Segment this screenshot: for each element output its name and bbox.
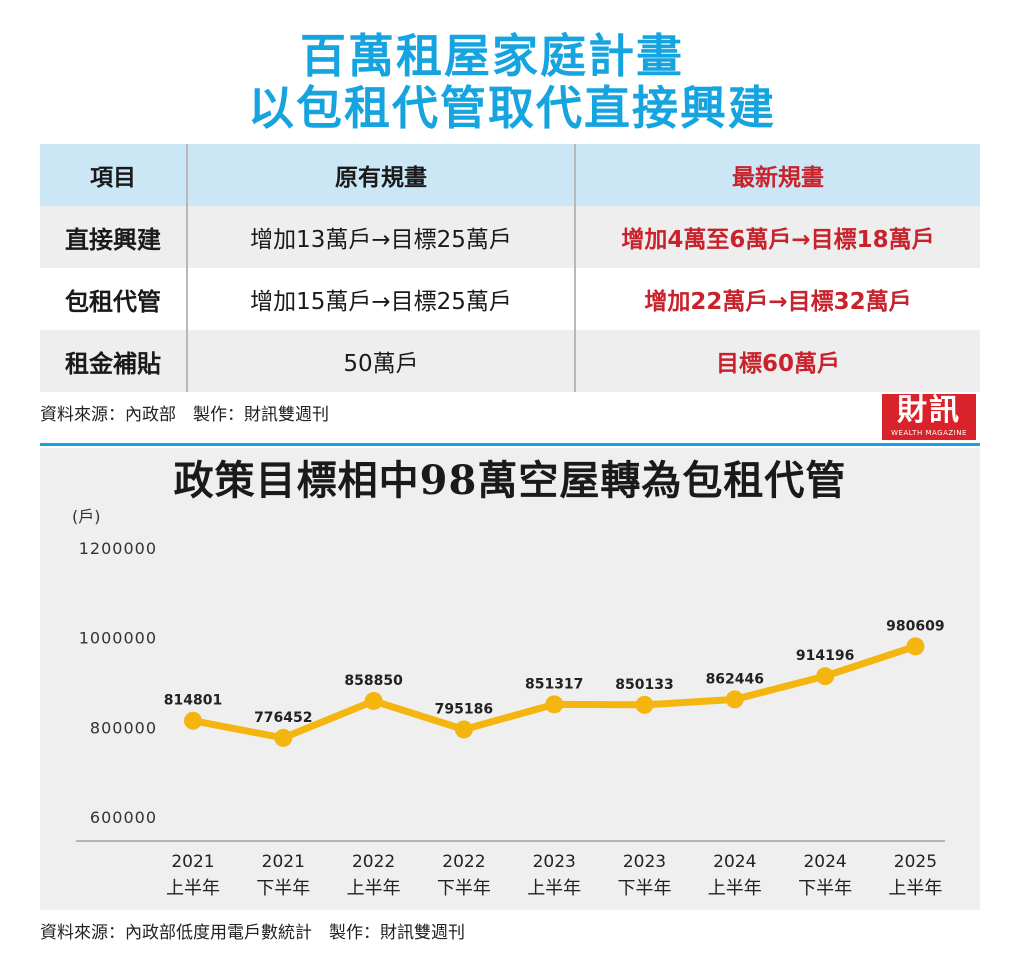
main-title-line-2: 以包租代管取代直接興建 xyxy=(248,81,776,135)
row-item: 包租代管 xyxy=(65,286,161,316)
data-point xyxy=(545,695,564,714)
y-tick-label: 800000 xyxy=(90,718,157,737)
header-item: 項目 xyxy=(90,164,136,191)
x-tick-label-year: 2021 xyxy=(171,852,214,872)
row-original: 增加13萬戶→目標25萬戶 xyxy=(186,206,574,268)
y-tick-label: 600000 xyxy=(90,808,157,827)
x-tick-label-year: 2024 xyxy=(713,852,756,872)
x-tick-label-half: 上半年 xyxy=(527,878,581,899)
x-tick-label-half: 上半年 xyxy=(347,878,401,899)
table-row: 包租代管 增加15萬戶→目標25萬戶 增加22萬戶→目標32萬戶 xyxy=(40,268,980,330)
data-point xyxy=(274,728,293,747)
data-point xyxy=(906,637,925,656)
x-tick-label-year: 2024 xyxy=(803,852,846,872)
data-point xyxy=(454,720,473,739)
x-tick-label-half: 上半年 xyxy=(708,878,762,899)
data-point xyxy=(725,690,744,709)
row-item: 租金補貼 xyxy=(65,348,161,378)
x-tick-label-half: 上半年 xyxy=(166,878,220,899)
logo-sub-text: WEALTH MAGAZINE xyxy=(891,429,967,437)
data-label: 914196 xyxy=(796,648,854,664)
data-label: 858850 xyxy=(344,673,403,689)
row-latest: 增加4萬至6萬戶→目標18萬戶 xyxy=(574,206,980,268)
x-tick-label-year: 2023 xyxy=(533,852,576,872)
row-latest: 目標60萬戶 xyxy=(574,330,980,392)
data-point xyxy=(816,667,835,686)
x-tick-label-half: 上半年 xyxy=(888,878,942,899)
data-label: 795186 xyxy=(435,701,493,717)
data-label: 862446 xyxy=(706,671,764,687)
row-original: 增加15萬戶→目標25萬戶 xyxy=(186,268,574,330)
line-chart: (戶) 600000 800000 1000000 1200000 2021 上半年 2021… xyxy=(72,507,945,899)
plan-comparison-table: 項目 原有規畫 最新規畫 直接興建 增加13萬戶→目標25萬戶 增加4萬至6萬戶… xyxy=(40,144,980,392)
row-item: 直接興建 xyxy=(65,224,161,254)
chart-title: 政策目標相中98萬空屋轉為包租代管 xyxy=(173,457,847,504)
data-label: 814801 xyxy=(164,693,222,709)
table-header-row: 項目 原有規畫 最新規畫 xyxy=(40,144,980,206)
header-original: 原有規畫 xyxy=(186,144,574,206)
table-row: 租金補貼 50萬戶 目標60萬戶 xyxy=(40,330,980,392)
logo-main-text: 財訊 xyxy=(897,393,961,428)
section-divider xyxy=(40,443,980,446)
data-label: 850133 xyxy=(615,677,673,693)
wealth-magazine-logo: 財訊 WEALTH MAGAZINE xyxy=(882,394,976,440)
header-latest: 最新規畫 xyxy=(574,144,980,206)
y-axis-unit-label: (戶) xyxy=(72,507,101,526)
table-source-note: 資料來源：內政部 製作：財訊雙週刊 xyxy=(40,405,329,425)
data-label: 776452 xyxy=(254,710,312,726)
x-tick-label-half: 下半年 xyxy=(437,878,491,899)
x-tick-label-half: 下半年 xyxy=(618,878,672,899)
x-tick-label-half: 下半年 xyxy=(256,878,310,899)
data-label: 980609 xyxy=(886,618,944,634)
x-tick-label-year: 2025 xyxy=(894,852,937,872)
main-title-line-1: 百萬租屋家庭計畫 xyxy=(300,29,684,83)
x-tick-label-year: 2022 xyxy=(442,852,485,872)
y-tick-label: 1200000 xyxy=(79,539,157,558)
data-point xyxy=(635,695,654,714)
x-tick-label-year: 2023 xyxy=(623,852,666,872)
data-point xyxy=(364,691,383,710)
data-label: 851317 xyxy=(525,676,583,692)
title-block: 百萬租屋家庭計畫 以包租代管取代直接興建 xyxy=(0,30,1024,134)
x-tick-label-year: 2021 xyxy=(262,852,305,872)
table-row: 直接興建 增加13萬戶→目標25萬戶 增加4萬至6萬戶→目標18萬戶 xyxy=(40,206,980,268)
x-tick-label-half: 下半年 xyxy=(798,878,852,899)
y-tick-label: 1000000 xyxy=(79,629,157,648)
row-original: 50萬戶 xyxy=(186,330,574,392)
x-tick-label-year: 2022 xyxy=(352,852,395,872)
chart-source-note: 資料來源：內政部低度用電戶數統計 製作：財訊雙週刊 xyxy=(40,923,465,943)
data-point xyxy=(184,711,202,730)
row-latest: 增加22萬戶→目標32萬戶 xyxy=(574,268,980,330)
